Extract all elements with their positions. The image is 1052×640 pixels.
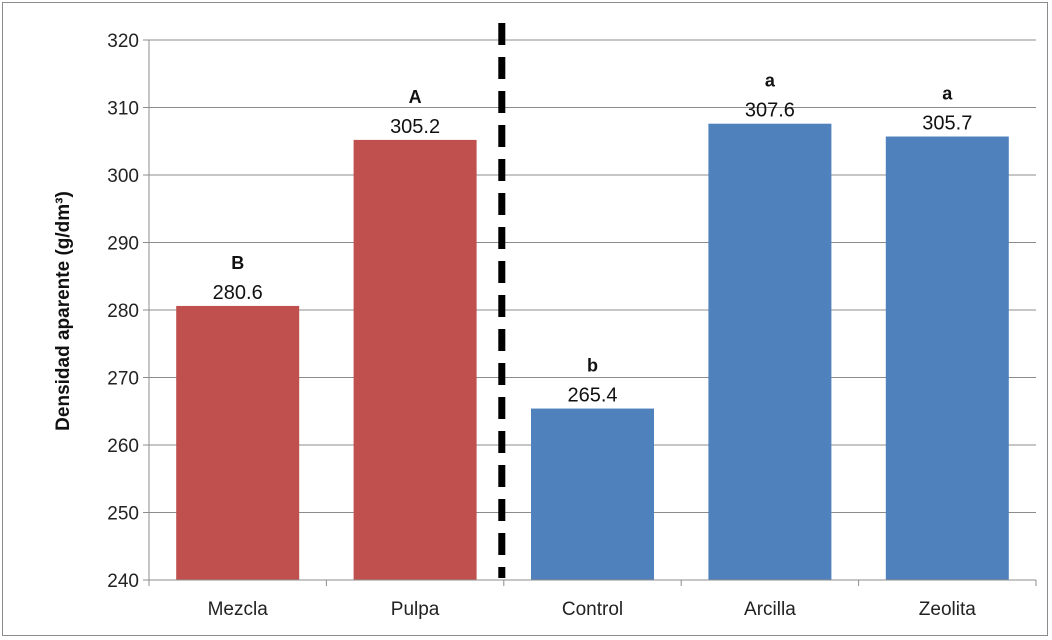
y-tick-label: 240 <box>107 571 139 592</box>
bar-zeolita <box>885 136 1009 580</box>
significance-letter: b <box>587 356 598 376</box>
y-tick-label: 270 <box>107 369 139 390</box>
bar-pulpa <box>353 139 477 580</box>
x-category-label: Control <box>562 599 623 620</box>
y-tick-label: 310 <box>107 99 139 120</box>
y-tick-label: 280 <box>107 301 139 322</box>
y-tick-label: 250 <box>107 504 139 525</box>
axes: 240 250 260 270 280 290 300 310 320 Mezcla Pulpa Co… <box>107 31 1037 620</box>
significance-letter: A <box>409 87 422 107</box>
x-category-label: Pulpa <box>391 599 440 620</box>
value-label: 305.7 <box>922 113 972 135</box>
x-category-label: Zeolita <box>919 599 976 620</box>
significance-letter: a <box>765 71 776 91</box>
bars <box>176 23 1009 580</box>
bar-control <box>531 408 654 580</box>
significance-letter: a <box>942 84 953 104</box>
value-label: 305.2 <box>390 116 440 138</box>
data-labels: 280.6 B 305.2 A 265.4 b 307.6 a 305.7 a <box>213 71 973 407</box>
y-tick-label: 260 <box>107 436 139 457</box>
y-tick-label: 300 <box>107 166 139 187</box>
significance-letter: B <box>231 253 244 273</box>
y-axis-title: Densidad aparente (g/dm³) <box>53 191 74 431</box>
value-label: 265.4 <box>567 385 617 407</box>
x-category-label: Arcilla <box>744 599 796 620</box>
value-label: 307.6 <box>745 100 795 122</box>
x-category-label: Mezcla <box>208 599 269 620</box>
bar-chart: 240 250 260 270 280 290 300 310 320 Mezcla Pulpa Co… <box>53 23 1037 620</box>
y-tick-label: 290 <box>107 234 139 255</box>
value-label: 280.6 <box>213 282 263 304</box>
bar-arcilla <box>708 123 832 580</box>
bar-mezcla <box>176 305 300 580</box>
y-tick-label: 320 <box>107 31 139 52</box>
